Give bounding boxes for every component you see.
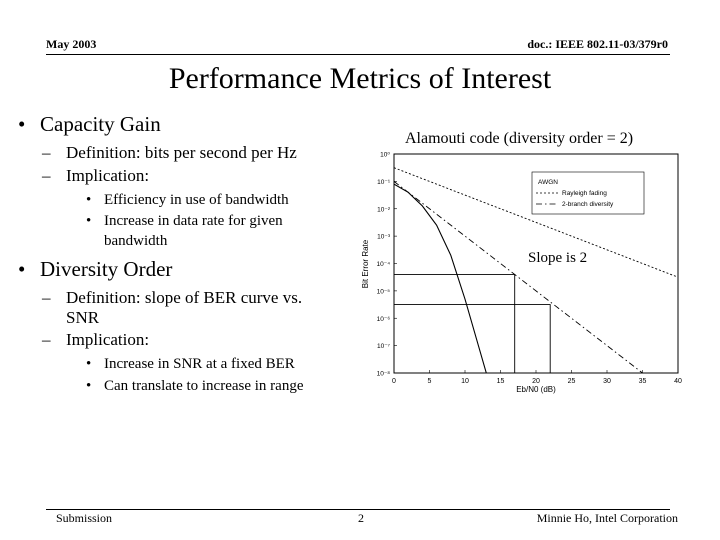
x-tick-label: 25 (568, 378, 576, 385)
x-tick-label: 35 (639, 378, 647, 385)
chart-legend: AWGN Rayleigh fading 2-branch diversity (531, 171, 645, 215)
footer-submission: Submission (56, 511, 113, 525)
subsub-bullet-efficiency: • Efficiency in use of bandwidth (86, 192, 289, 208)
sub-bullet-implication-diversity: – Implication: (42, 330, 150, 349)
slide-title: Performance Metrics of Interest (168, 62, 552, 95)
x-tick-label: 15 (497, 378, 505, 385)
header-date: May 2003 (46, 37, 97, 51)
footer-rule (46, 509, 670, 510)
sub-bullet-implication-capacity: – Implication: (42, 166, 150, 185)
x-axis-label: Eb/N0 (dB) (516, 385, 556, 394)
footer-page-number: 2 (358, 511, 364, 525)
y-tick-label: 10⁻¹ (377, 179, 391, 186)
x-tick-label: 30 (603, 378, 611, 385)
header-doc-id: doc.: IEEE 802.11-03/379r0 (527, 37, 668, 51)
legend-label: 2-branch diversity (562, 201, 614, 208)
x-tick-label: 0 (392, 378, 396, 385)
y-tick-label: 10⁻⁶ (377, 316, 391, 323)
y-tick-label: 10⁻² (377, 206, 391, 213)
y-axis-label: Bit Error Rate (361, 239, 370, 288)
chart-caption: Alamouti code (diversity order = 2) (405, 130, 634, 147)
sub-bullet-definition-diversity-cont: SNR (66, 308, 100, 327)
x-tick-label: 5 (428, 378, 432, 385)
subsub-bullet-data-rate-cont: bandwidth (104, 233, 168, 249)
bullet-capacity-gain: • Capacity Gain (18, 112, 161, 136)
series-line-2 (394, 167, 678, 278)
x-tick-label: 10 (461, 378, 469, 385)
subsub-bullet-snr: • Increase in SNR at a fixed BER (86, 356, 295, 372)
y-tick-label: 10⁻⁴ (377, 261, 391, 268)
ber-chart-svg: 0 5 10 15 20 25 30 35 40 10⁰ 10⁻¹ 10⁻² 10⁻³ 10⁻⁴ 10⁻⁵… (361, 152, 682, 395)
y-tick-label: 10⁻⁵ (377, 288, 391, 295)
y-tick-label: 10⁻⁷ (377, 343, 391, 350)
legend-label: Rayleigh fading (562, 190, 607, 197)
sub-bullet-definition-capacity: – Definition: bits per second per Hz (42, 143, 297, 162)
bullet-diversity-order: • Diversity Order (18, 257, 173, 281)
series-line-3 (394, 181, 644, 373)
x-tick-label: 40 (674, 378, 682, 385)
reference-line-1 (394, 273, 516, 373)
ber-chart: 0 5 10 15 20 25 30 35 40 10⁰ 10⁻¹ 10⁻² 10⁻³ 10⁻⁴ 10⁻⁵… (352, 140, 692, 405)
y-tick-label: 10⁰ (380, 152, 390, 159)
x-tick-label: 20 (532, 378, 540, 385)
subsub-bullet-data-rate: • Increase in data rate for given (86, 213, 283, 229)
legend-label: AWGN (538, 179, 558, 186)
reference-line-2 (394, 304, 551, 373)
sub-bullet-definition-diversity: – Definition: slope of BER curve vs. (42, 288, 303, 307)
header-rule (46, 54, 670, 55)
y-tick-label: 10⁻³ (377, 234, 391, 241)
footer-author: Minnie Ho, Intel Corporation (536, 511, 678, 525)
series-line-1 (394, 183, 487, 373)
slope-annotation: Slope is 2 (528, 250, 587, 266)
subsub-bullet-range: • Can translate to increase in range (86, 378, 304, 394)
y-tick-label: 10⁻⁸ (377, 371, 391, 378)
legend-box (531, 171, 645, 215)
